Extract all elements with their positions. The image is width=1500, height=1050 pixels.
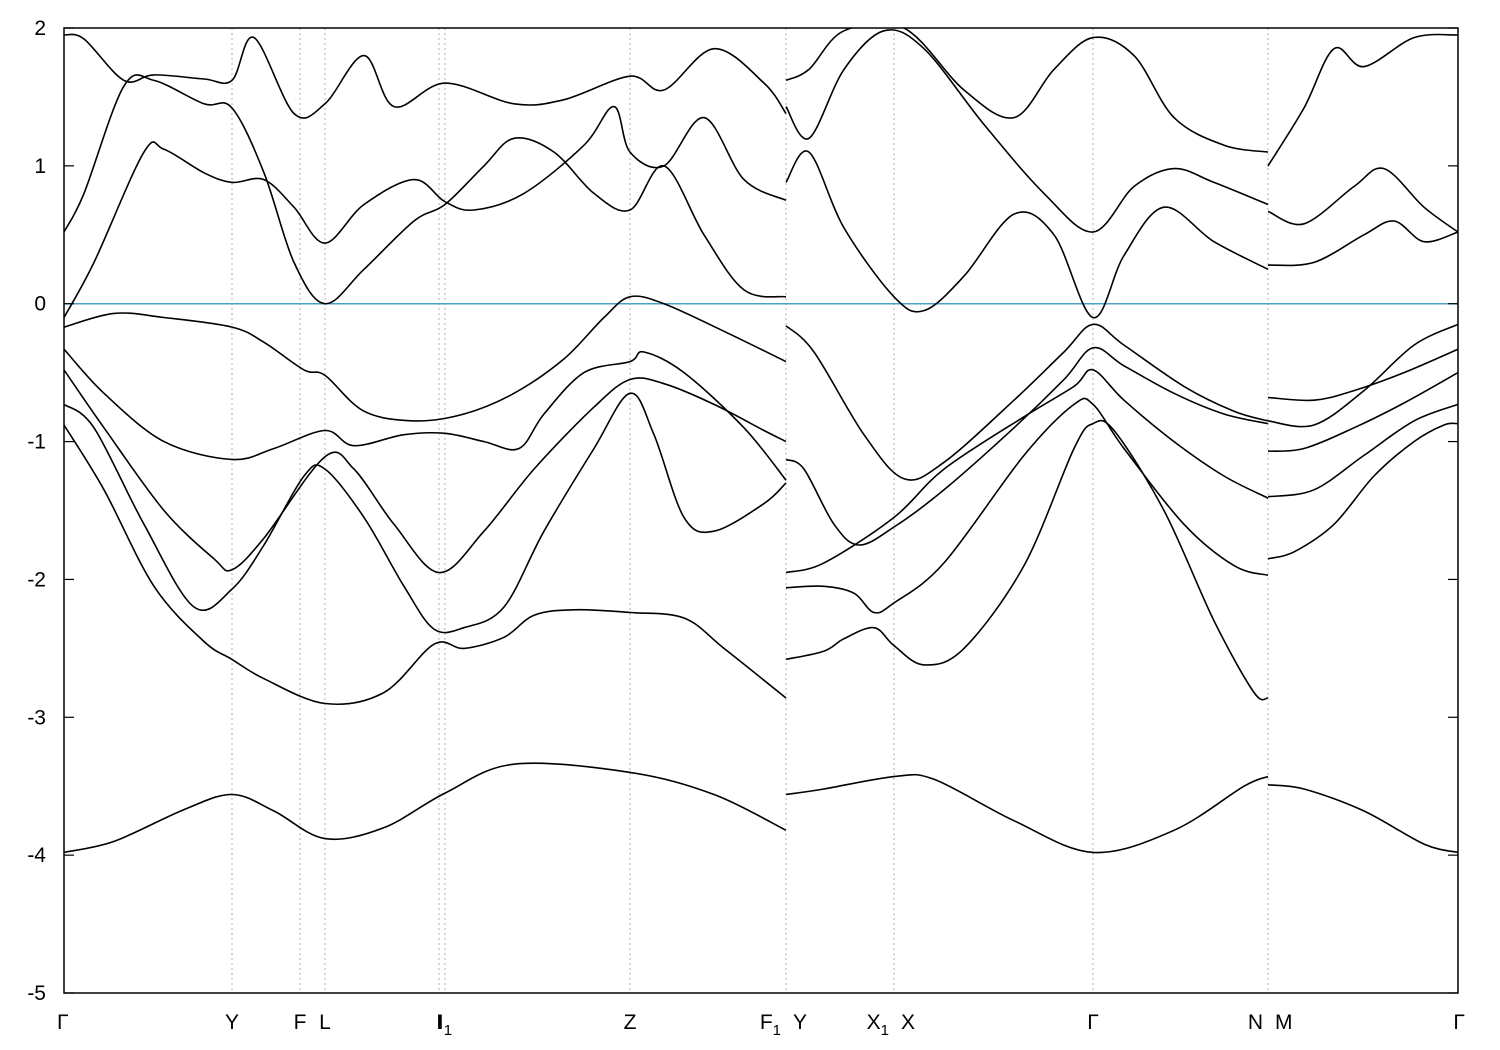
band-line <box>785 419 1269 701</box>
x-tick-label: Z <box>624 1011 637 1034</box>
x-axis: Γ Y F L II1 Z F1 Y X1 X Γ N M Γ <box>57 1011 1465 1039</box>
band-line <box>785 323 1269 481</box>
band-lines <box>64 28 1458 854</box>
band-line <box>1267 323 1458 428</box>
band-line <box>1267 784 1458 854</box>
band-line <box>64 392 787 634</box>
x-tick-label: I <box>436 1011 442 1034</box>
band-line <box>785 368 1269 574</box>
band-line <box>785 150 1269 319</box>
band-line <box>64 348 787 481</box>
y-axis: 2 1 0 -1 -2 -3 -4 -5 <box>27 17 1458 1005</box>
band-line <box>64 105 787 318</box>
y-tick-label: -4 <box>27 844 46 867</box>
x-tick-label: Γ <box>1453 1011 1465 1034</box>
y-tick-label: -5 <box>27 982 46 1005</box>
x-tick-label: F1 <box>760 1011 781 1039</box>
band-line <box>64 33 787 119</box>
band-line <box>785 346 1269 546</box>
y-tick-label: -1 <box>27 431 46 454</box>
x-tick-label: Y <box>793 1011 807 1034</box>
band-line <box>785 773 1269 854</box>
band-line <box>64 762 787 854</box>
x-tick-label: Γ <box>57 1011 69 1034</box>
band-line <box>1267 403 1458 498</box>
y-tick-label: -2 <box>27 568 46 591</box>
band-line <box>1267 220 1458 267</box>
x-tick-label: Y <box>225 1011 239 1034</box>
band-line <box>1267 33 1458 167</box>
y-tick-label: 1 <box>34 155 46 178</box>
band-line <box>64 74 787 305</box>
x-tick-label: I1 <box>438 1011 452 1039</box>
kpoint-lines <box>231 28 1269 993</box>
plot-frame <box>63 27 1459 994</box>
band-line <box>1267 167 1458 233</box>
band-line <box>785 28 1269 153</box>
band-line <box>1267 348 1458 402</box>
x-tick-label: Γ <box>1087 1011 1099 1034</box>
band-line <box>64 424 787 705</box>
band-line <box>64 369 787 574</box>
band-line <box>64 295 787 422</box>
band-line <box>1267 371 1458 452</box>
band-line <box>1267 422 1458 560</box>
x-tick-label: X1 <box>867 1011 889 1039</box>
x-tick-label: M <box>1275 1011 1293 1034</box>
x-tick-label: L <box>319 1011 331 1034</box>
x-tick-label: X <box>901 1011 915 1034</box>
y-tick-label: 0 <box>34 293 46 316</box>
x-tick-label: F <box>294 1011 307 1034</box>
y-tick-label: 2 <box>34 17 46 40</box>
band-line <box>785 397 1269 614</box>
x-tick-label: N <box>1248 1011 1263 1034</box>
y-tick-label: -3 <box>27 706 46 729</box>
band-line <box>785 29 1269 233</box>
